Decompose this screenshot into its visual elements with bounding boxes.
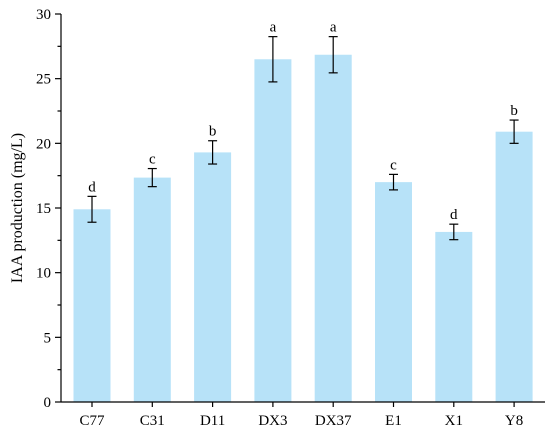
bar-dx3	[254, 59, 292, 403]
y-tick-label-30: 30	[36, 7, 51, 23]
bar-c31	[133, 177, 171, 402]
error-bars-layer	[87, 36, 519, 241]
x-tick-label-e1: E1	[385, 413, 402, 429]
significance-label-x1: d	[450, 207, 458, 223]
axes-layer	[60, 14, 545, 403]
bar-dx37	[314, 54, 352, 403]
error-bar-x1	[449, 223, 459, 241]
y-tick-label-20: 20	[36, 136, 51, 152]
error-bar-dx37	[328, 36, 338, 74]
x-tick-label-c77: C77	[79, 413, 105, 429]
bar-y8	[495, 131, 533, 402]
x-ticks-layer: C77 C31 D11 DX3 DX37 E1 X1 Y8	[79, 402, 523, 429]
y-tick-label-0: 0	[44, 395, 52, 411]
x-tick-label-c31: C31	[140, 413, 165, 429]
error-bar-c77	[87, 195, 97, 223]
y-tick-label-15: 15	[36, 201, 51, 217]
significance-label-e1: c	[390, 157, 397, 173]
y-tick-label-25: 25	[36, 72, 51, 88]
y-tick-label-10: 10	[36, 266, 51, 282]
error-bar-e1	[389, 173, 398, 191]
bars-layer	[73, 54, 533, 403]
significance-labels-layer: d c b a a c d b	[88, 20, 518, 224]
error-bar-dx3	[268, 36, 278, 83]
x-tick-label-dx37: DX37	[315, 413, 352, 429]
bar-e1	[375, 182, 412, 402]
significance-label-dx37: a	[330, 20, 337, 36]
bar-c77	[73, 209, 111, 402]
x-tick-label-d11: D11	[200, 413, 225, 429]
error-bar-c31	[147, 167, 157, 188]
error-bar-d11	[208, 140, 218, 165]
y-tick-label-5: 5	[44, 330, 52, 346]
x-tick-label-x1: X1	[445, 413, 463, 429]
y-ticks-layer: 0 5 10 15 20 25 30	[36, 7, 61, 411]
significance-label-c77: d	[88, 179, 96, 195]
error-bar-y8	[509, 119, 519, 144]
x-tick-label-y8: Y8	[505, 413, 523, 429]
significance-label-y8: b	[510, 103, 518, 119]
x-tick-label-dx3: DX3	[258, 413, 287, 429]
bar-x1	[435, 231, 473, 402]
significance-label-c31: c	[149, 152, 156, 168]
y-axis-title: IAA production (mg/L)	[9, 133, 26, 283]
significance-label-dx3: a	[270, 20, 277, 36]
bar-d11	[194, 152, 232, 402]
significance-label-d11: b	[209, 124, 217, 140]
